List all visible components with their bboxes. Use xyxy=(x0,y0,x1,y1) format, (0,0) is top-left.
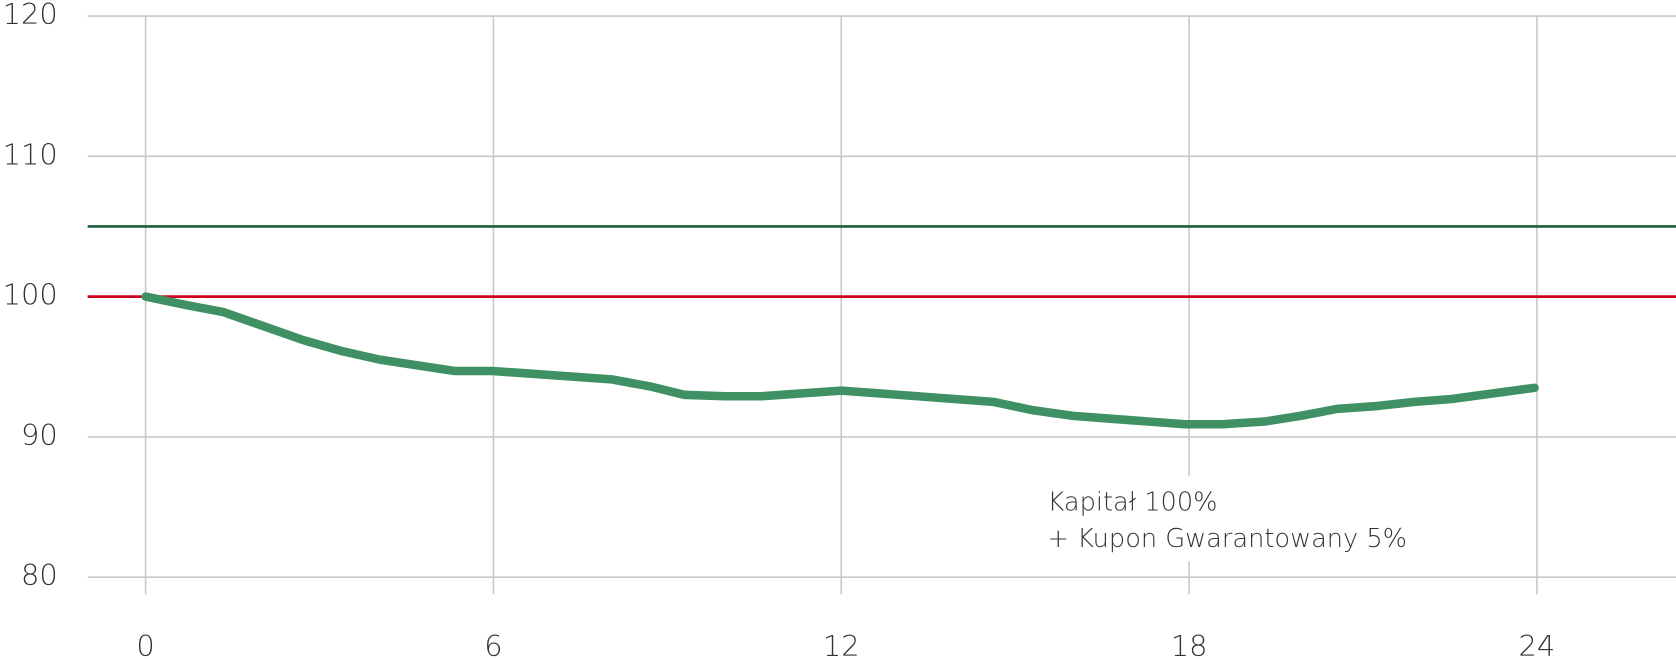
data-line xyxy=(141,292,1539,429)
x-tick-label: 24 xyxy=(1519,629,1556,659)
y-tick-label: 80 xyxy=(21,558,58,592)
y-tick-label: 100 xyxy=(3,278,58,312)
annotation: Kapitał 100% xyxy=(1048,487,1218,517)
y-tick-label: 110 xyxy=(3,137,58,171)
x-tick-label: 18 xyxy=(1171,629,1208,659)
annotation-bg xyxy=(1038,475,1446,562)
x-tick-label: 0 xyxy=(136,629,154,659)
x-tick-label: 6 xyxy=(484,629,502,659)
annotation: + Kupon Gwarantowany 5% xyxy=(1048,524,1408,554)
y-tick-label: 90 xyxy=(21,418,58,452)
x-tick-label: 12 xyxy=(823,629,860,659)
plot: 80 90 100 110 120 0 6 12 18 24 Kapitał 100% + Kupon… xyxy=(3,0,1676,659)
y-tick-label: 120 xyxy=(3,0,58,31)
